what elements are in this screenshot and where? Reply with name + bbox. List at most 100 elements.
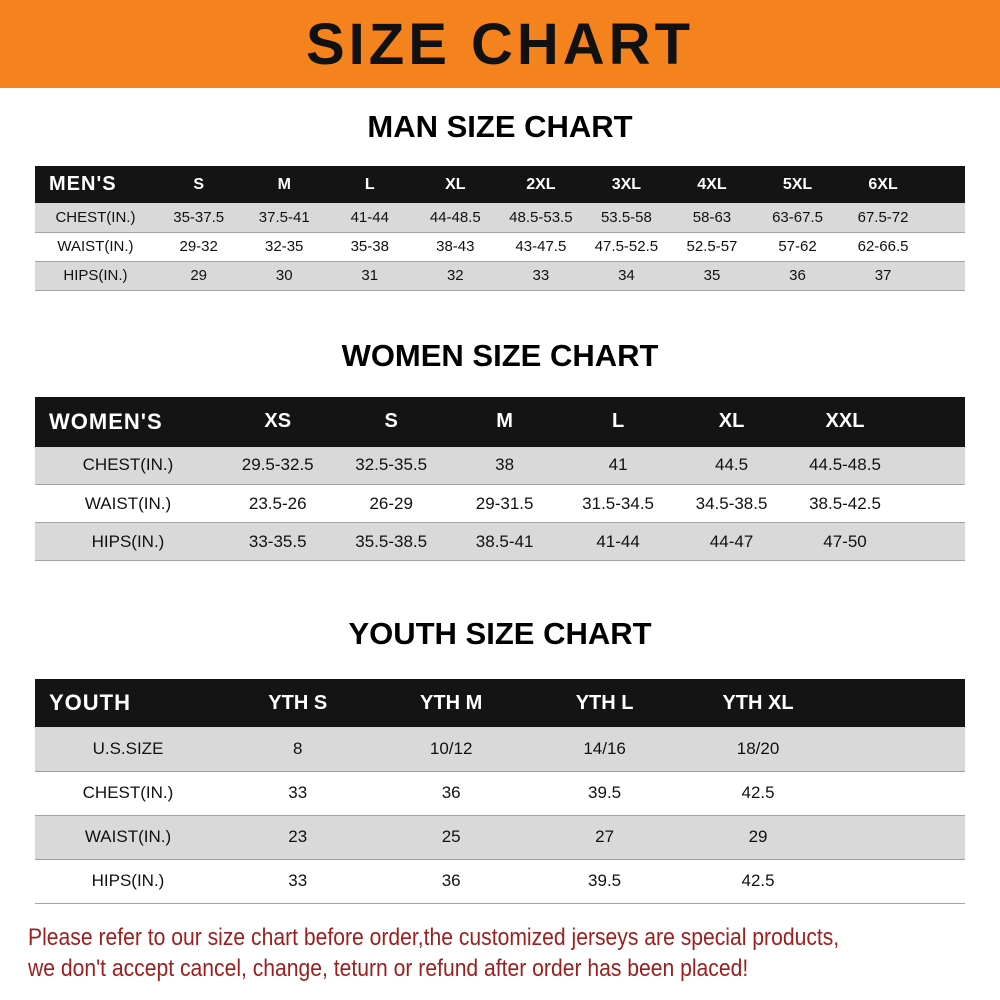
size-cell: 26-29	[369, 493, 413, 513]
size-cell: 27	[595, 827, 615, 846]
size-cell: 52.5-57	[686, 238, 738, 255]
row-label: WAIST(IN.)	[84, 493, 172, 513]
spacer-cell	[926, 203, 965, 232]
women-table-title: WOMEN'S	[49, 408, 163, 434]
spacer-cell	[835, 771, 965, 815]
size-cell: 23.5-26	[248, 493, 307, 513]
row-label: WAIST(IN.)	[84, 827, 172, 846]
size-cell: 36	[789, 267, 806, 284]
table-row-waist: WAIST(IN.) 29-32 32-35 35-38 38-43 43-47…	[35, 232, 965, 261]
size-cell: 67.5-72	[857, 208, 909, 226]
size-column-header: 4XL	[697, 175, 727, 193]
size-cell: 44.5-48.5	[809, 455, 881, 475]
table-row-hips: HIPS(IN.) 33 36 39.5 42.5	[35, 859, 965, 903]
size-column-header: 6XL	[868, 175, 898, 193]
row-label: CHEST(IN.)	[82, 455, 174, 475]
size-cell: 62-66.5	[857, 238, 909, 255]
size-column-header: L	[364, 175, 375, 193]
size-column-header: M	[277, 175, 291, 193]
men-table-title: MEN'S	[49, 173, 117, 195]
size-column-header: M	[496, 410, 513, 432]
row-label: HIPS(IN.)	[91, 871, 165, 890]
table-row-waist: WAIST(IN.) 23.5-26 26-29 29-31.5 31.5-34…	[35, 485, 965, 523]
size-cell: 37	[874, 267, 892, 284]
size-cell: 38.5-42.5	[809, 493, 881, 513]
youth-section-heading: YOUTH SIZE CHART	[348, 616, 652, 651]
size-column-header: S	[193, 175, 205, 193]
size-cell: 32	[446, 267, 464, 284]
size-cell: 41	[608, 455, 628, 475]
size-cell: 53.5-58	[600, 208, 652, 226]
size-column-header: YTH L	[575, 691, 634, 714]
size-cell: 42.5	[741, 783, 775, 802]
size-column-header: YTH M	[420, 691, 483, 714]
size-column-header: XS	[264, 410, 292, 432]
size-cell: 36	[441, 871, 461, 890]
women-size-table: WOMEN'S XS S M L XL XXL CHEST(IN.) 29.5-…	[35, 396, 965, 562]
size-cell: 38-43	[436, 238, 475, 255]
size-cell: 33	[288, 783, 308, 802]
women-section-heading: WOMEN SIZE CHART	[341, 337, 659, 373]
size-cell: 36	[441, 783, 461, 802]
size-cell: 35.5-38.5	[355, 531, 428, 551]
youth-table-title: YOUTH	[49, 690, 131, 715]
size-cell: 38.5-41	[475, 531, 534, 551]
size-cell: 34.5-38.5	[695, 493, 768, 513]
table-row-hips: HIPS(IN.) 33-35.5 35.5-38.5 38.5-41 41-4…	[35, 522, 965, 561]
spacer-cell	[926, 166, 965, 203]
size-cell: 34	[618, 267, 635, 284]
size-cell: 32.5-35.5	[355, 455, 428, 475]
size-column-header: 3XL	[611, 175, 642, 193]
spacer-cell	[835, 859, 965, 903]
size-cell: 63-67.5	[772, 208, 823, 226]
size-cell: 47-50	[823, 531, 867, 551]
size-cell: 47.5-52.5	[594, 238, 659, 255]
size-column-header: YTH XL	[722, 691, 794, 714]
table-row-chest: CHEST(IN.) 29.5-32.5 32.5-35.5 38 41 44.…	[35, 446, 965, 485]
size-cell: 31	[361, 267, 379, 284]
size-cell: 41-44	[596, 531, 640, 551]
size-cell: 39.5	[588, 871, 622, 890]
size-cell: 29	[748, 827, 768, 846]
size-cell: 41-44	[350, 208, 389, 226]
spacer-cell	[902, 485, 965, 523]
size-cell: 42.5	[741, 871, 775, 890]
row-label: HIPS(IN.)	[63, 267, 128, 284]
spacer-cell	[926, 232, 965, 261]
size-cell: 35-38	[350, 238, 389, 255]
size-cell: 35-37.5	[173, 208, 225, 226]
size-cell: 29	[190, 267, 208, 284]
size-cell: 33-35.5	[248, 531, 307, 551]
table-row-hips: HIPS(IN.) 29 30 31 32 33 34 35 36 37	[35, 261, 965, 290]
size-cell: 32-35	[265, 238, 304, 255]
table-row-us-size: U.S.SIZE 8 10/12 14/16 18/20	[35, 727, 965, 771]
youth-section: YOUTH SIZE CHART YOUTH YTH S YTH M YTH L…	[0, 615, 1000, 904]
row-label: WAIST(IN.)	[57, 238, 134, 255]
size-cell: 25	[441, 827, 461, 846]
size-cell: 10/12	[429, 738, 473, 758]
size-cell: 29-32	[179, 238, 218, 255]
spacer-cell	[902, 447, 965, 485]
size-cell: 29-31.5	[475, 493, 534, 513]
size-cell: 8	[292, 738, 303, 758]
size-column-header: 5XL	[782, 175, 813, 193]
spacer-cell	[902, 397, 965, 447]
size-cell: 33	[532, 267, 550, 284]
size-cell: 18/20	[736, 738, 780, 758]
size-cell: 43-47.5	[515, 238, 567, 255]
row-label: CHEST(IN.)	[55, 208, 136, 226]
page-title: SIZE CHART	[306, 11, 694, 77]
order-policy-note: Please refer to our size chart before or…	[28, 922, 1000, 984]
size-cell: 44-47	[709, 531, 754, 551]
size-column-header: L	[611, 410, 625, 432]
men-section: MAN SIZE CHART MEN'S S M L XL 2XL 3XL 4X…	[0, 108, 1000, 291]
spacer-cell	[835, 679, 965, 727]
size-cell: 23	[288, 827, 308, 846]
banner: SIZE CHART	[0, 0, 1000, 88]
size-column-header: 2XL	[526, 175, 556, 193]
spacer-cell	[902, 523, 965, 561]
size-cell: 58-63	[692, 208, 732, 226]
policy-line-2: we don't accept cancel, change, teturn o…	[28, 954, 749, 982]
size-cell: 31.5-34.5	[582, 493, 654, 513]
